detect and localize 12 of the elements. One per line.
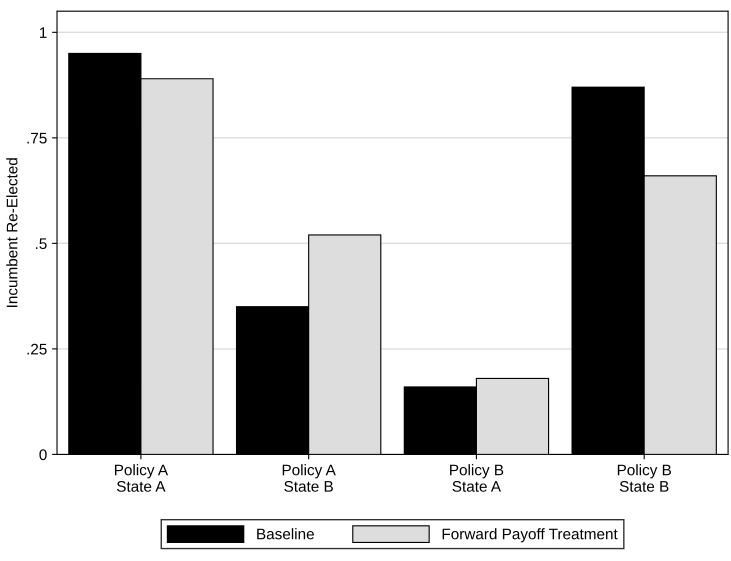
y-tick-label: 1	[40, 27, 47, 38]
x-tick-label: Policy B State B	[618, 464, 671, 492]
y-tick-label: .5	[36, 238, 47, 250]
x-tick-label: Policy A State B	[282, 464, 336, 492]
legend-label: Forward Payoff Treatment	[442, 528, 618, 542]
x-tick-label: Policy B State A	[450, 464, 504, 492]
legend-label: Baseline	[257, 528, 314, 540]
y-tick-label: 0	[39, 449, 47, 460]
y-axis-title: Incumbent Re-Elected	[6, 158, 18, 307]
x-tick-label: Policy A State A	[114, 464, 168, 492]
y-tick-label: .25	[27, 344, 47, 355]
y-tick-label: .75	[27, 132, 47, 144]
